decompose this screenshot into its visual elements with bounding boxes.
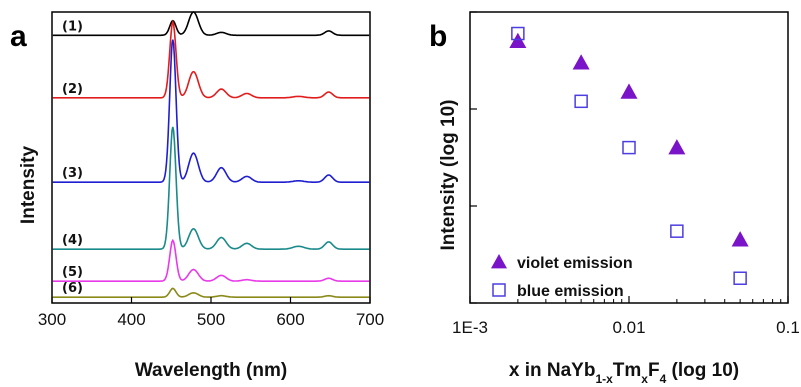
panel-b-x-axis-label-part: 1-x xyxy=(595,372,613,386)
violet-emission-point xyxy=(731,231,749,247)
panel-b-x-axis-label-part: x in NaYb xyxy=(509,360,596,381)
spectrum-curve-5 xyxy=(52,238,370,282)
panel-b-x-tick-label-0: 1E-3 xyxy=(452,318,488,337)
legend-violet-marker xyxy=(491,254,507,269)
panel-a-y-axis-label: Intensity xyxy=(18,146,39,225)
spectrum-curve-1 xyxy=(52,11,370,37)
panel-a-x-tick-label-0: 300 xyxy=(38,310,66,329)
blue-emission-point xyxy=(574,94,588,109)
spectrum-label-4: (4) xyxy=(62,233,83,248)
panel-b-letter: b xyxy=(429,20,447,53)
violet-emission-point xyxy=(668,139,686,155)
panel-b-x-axis-label-part: 4 xyxy=(660,372,667,386)
panel-b-x-tick-label-2: 0.1 xyxy=(776,318,800,337)
panel-b-x-tick-label-1: 0.01 xyxy=(612,318,645,337)
panel-a-x-tick-label-1: 400 xyxy=(117,310,145,329)
panel-a-curves: (1) (2) (3) (4) (5)(6) xyxy=(52,11,370,298)
legend-blue-marker xyxy=(492,283,506,297)
panel-a-letter: a xyxy=(10,20,27,53)
panel-b-x-axis-label-part: x xyxy=(641,372,648,386)
panel-a-x-tick-label-4: 700 xyxy=(356,310,384,329)
blue-emission-point xyxy=(670,224,684,238)
panel-b-x-axis-label-part: (log 10) xyxy=(666,360,739,381)
spectrum-label-2: (2) xyxy=(62,82,83,97)
panel-b-legend: violet emission blue emission xyxy=(491,254,633,300)
spectrum-label-5: (5) xyxy=(62,265,83,280)
spectrum-curve-4 xyxy=(52,126,370,250)
legend-blue-label: blue emission xyxy=(517,283,624,300)
panel-a-x-ticks: 300 400 500 600 700 xyxy=(38,297,384,329)
spectrum-curve-3 xyxy=(52,39,370,183)
spectrum-label-6: (6) xyxy=(62,281,83,296)
violet-emission-point xyxy=(620,83,638,99)
panel-b-x-axis-label: x in NaYb1-xTmxF4 (log 10) xyxy=(509,360,739,386)
panel-b-y-axis-label: Intensity (log 10) xyxy=(438,100,459,251)
panel-a-x-tick-label-3: 600 xyxy=(276,310,304,329)
violet-emission-point xyxy=(509,32,527,48)
blue-emission-point xyxy=(622,140,636,155)
panel-a-frame xyxy=(51,11,371,304)
panel-a: a Intensity (1) (2) (3) (4) (5)(6) 300 400 500… xyxy=(10,11,384,381)
blue-emission-point xyxy=(511,26,525,41)
spectrum-curve-2 xyxy=(52,19,370,99)
spectrum-label-3: (3) xyxy=(62,166,83,181)
violet-emission-point xyxy=(572,54,590,70)
blue-emission-point xyxy=(733,271,747,285)
legend-violet-label: violet emission xyxy=(517,255,633,272)
spectrum-curve-6 xyxy=(52,287,370,298)
panel-b-x-axis-label-part: Tm xyxy=(613,360,642,381)
panel-b-ticks: 1E-3 0.01 0.1 xyxy=(452,11,800,337)
panel-a-x-axis-label: Wavelength (nm) xyxy=(135,360,287,381)
panel-b: b Intensity (log 10) 1E-3 0.01 0.1 violet … xyxy=(429,11,800,386)
spectrum-label-1: (1) xyxy=(62,19,83,34)
panel-b-points xyxy=(509,26,749,285)
panel-a-x-tick-label-2: 500 xyxy=(197,310,225,329)
panel-b-x-axis-label-part: F xyxy=(648,360,660,381)
